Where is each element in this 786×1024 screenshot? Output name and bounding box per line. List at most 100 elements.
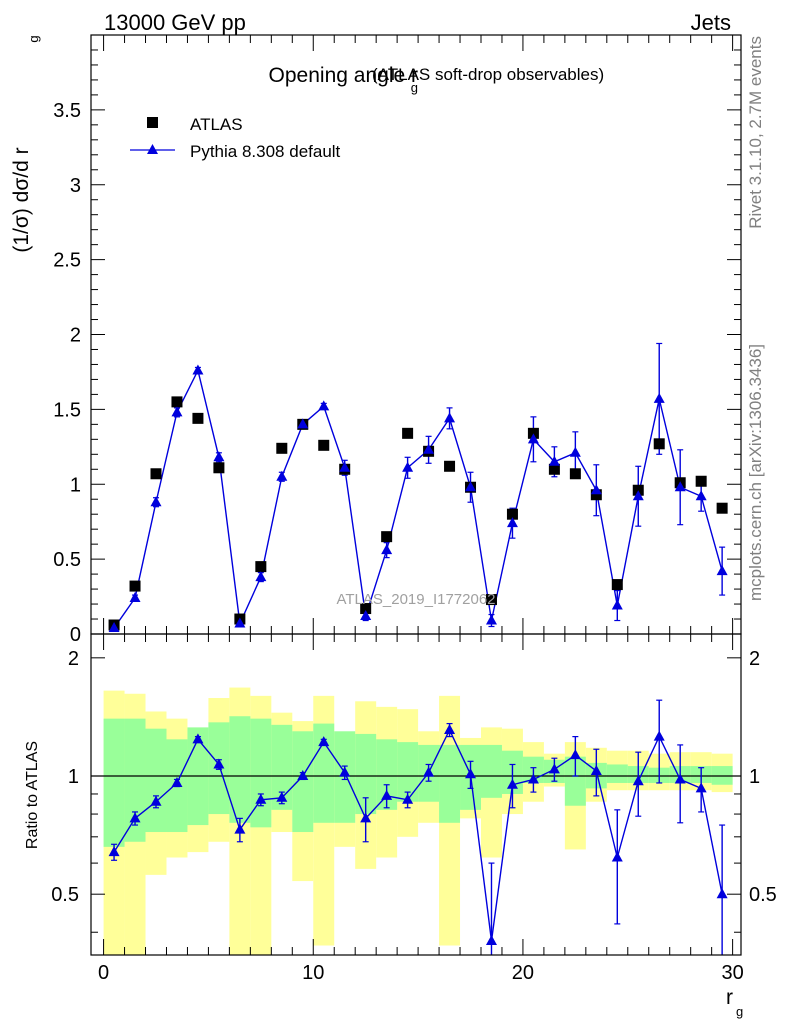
ratio-band-inner bbox=[564, 756, 586, 806]
x-tick-label: 0 bbox=[98, 962, 109, 984]
mc-point bbox=[674, 481, 686, 492]
x-axis-label-subscript: g bbox=[736, 1004, 743, 1019]
y-tick-label-main: 0 bbox=[70, 624, 81, 646]
y-tick-label-main: 0.5 bbox=[53, 549, 81, 571]
main-panel: 0 0.5 1 1.5 2 2.5 3 3.5 bbox=[53, 34, 742, 646]
rivet-version-label: Rivet 3.1.10, 2.7M events bbox=[746, 36, 765, 229]
x-tick-label: 30 bbox=[721, 962, 743, 984]
y-axis-label-main-subscript: g bbox=[26, 35, 41, 42]
atlas-point bbox=[318, 439, 330, 451]
main-frame bbox=[90, 34, 742, 635]
ratio-mc-point bbox=[255, 793, 267, 804]
ratio-mc-point bbox=[192, 733, 204, 744]
ratio-mc-point bbox=[171, 776, 183, 787]
header-right-label: Jets bbox=[691, 10, 731, 35]
atlas-point bbox=[569, 468, 581, 480]
ratio-mc-point bbox=[297, 770, 309, 781]
ratio-band-inner bbox=[313, 723, 335, 823]
ratio-mc-point bbox=[548, 763, 560, 774]
mc-point bbox=[506, 517, 518, 528]
y-tick-label-main: 3.5 bbox=[53, 100, 81, 122]
y-tick-label-ratio-right: 2 bbox=[749, 648, 760, 670]
ratio-mc-point bbox=[674, 773, 686, 784]
mc-point bbox=[150, 496, 162, 507]
atlas-point bbox=[150, 468, 162, 480]
y-tick-label-ratio-left: 2 bbox=[68, 648, 79, 670]
chart-title-suffix: (ATLAS soft-drop observables) bbox=[372, 65, 604, 84]
x-tick-label: 20 bbox=[512, 962, 534, 984]
ratio-mc-point bbox=[465, 768, 477, 779]
legend-atlas-label: ATLAS bbox=[190, 115, 243, 134]
ratio-mc-point bbox=[590, 764, 602, 775]
mc-point bbox=[192, 364, 204, 375]
mc-point bbox=[485, 614, 497, 625]
mc-point bbox=[527, 433, 539, 444]
ratio-mc-point bbox=[695, 782, 707, 793]
ratio-mc-point bbox=[444, 723, 456, 734]
y-tick-label-main: 1 bbox=[70, 474, 81, 496]
ratio-band-inner bbox=[481, 744, 502, 798]
legend-mc-marker bbox=[147, 144, 158, 154]
mc-point bbox=[360, 610, 372, 621]
atlas-point bbox=[653, 438, 665, 450]
mcplots-label: mcplots.cern.ch [arXiv:1306.3436] bbox=[746, 344, 765, 601]
mc-point bbox=[318, 400, 330, 411]
legend-atlas-marker bbox=[147, 117, 158, 128]
y-tick-label-main: 1.5 bbox=[53, 399, 81, 421]
chart-title: Opening angle r bbox=[269, 64, 418, 87]
mc-line bbox=[113, 368, 723, 629]
ratio-mc-point bbox=[318, 736, 330, 747]
ratio-mc-point bbox=[632, 775, 644, 786]
x-axis-label: r bbox=[726, 986, 733, 1009]
atlas-point bbox=[381, 531, 393, 543]
ratio-panel: 0.5 0.51 12 20 10 20 30 bbox=[51, 633, 777, 984]
ratio-mc-point bbox=[339, 766, 351, 777]
y-tick-label-main: 3 bbox=[70, 175, 81, 197]
atlas-point bbox=[695, 475, 707, 487]
atlas-point bbox=[444, 460, 456, 472]
ratio-mc-point bbox=[213, 758, 225, 769]
atlas-point bbox=[192, 412, 204, 424]
atlas-point bbox=[360, 603, 372, 615]
ratio-mc-point bbox=[423, 766, 435, 777]
y-axis-label-main: (1/σ) dσ/d r bbox=[10, 147, 33, 252]
y-axis-label-ratio: Ratio to ATLAS bbox=[24, 741, 41, 849]
ratio-mc-point bbox=[611, 851, 623, 862]
mc-point bbox=[381, 544, 393, 555]
mc-point bbox=[548, 455, 560, 466]
atlas-point bbox=[506, 508, 518, 520]
x-tick-label: 10 bbox=[302, 962, 324, 984]
ratio-mc-point bbox=[381, 789, 393, 800]
atlas-point bbox=[129, 580, 141, 592]
ratio-mc-point bbox=[506, 778, 518, 789]
mc-point bbox=[129, 592, 141, 603]
atlas-point bbox=[171, 396, 183, 408]
ratio-band-inner bbox=[124, 718, 146, 842]
ratio-mc-point bbox=[716, 888, 728, 899]
ratio-mc-point bbox=[108, 846, 120, 857]
ratio-band-inner bbox=[250, 718, 272, 828]
header-left-label: 13000 GeV pp bbox=[104, 10, 246, 35]
mc-point bbox=[611, 599, 623, 610]
analysis-watermark: ATLAS_2019_I1772062 bbox=[336, 591, 495, 608]
mc-point bbox=[276, 470, 288, 481]
y-tick-label-main: 2 bbox=[70, 325, 81, 347]
mc-point bbox=[108, 622, 120, 633]
mc-point bbox=[423, 443, 435, 454]
legend-mc-label: Pythia 8.308 default bbox=[190, 142, 341, 161]
atlas-point bbox=[590, 489, 602, 501]
atlas-point bbox=[213, 462, 225, 474]
y-tick-label-ratio-right: 1 bbox=[749, 766, 760, 788]
chart-title-subscript: g bbox=[411, 80, 418, 95]
ratio-band-inner bbox=[355, 733, 377, 815]
ratio-mc-line bbox=[113, 728, 723, 942]
mc-point bbox=[402, 461, 414, 472]
mc-point bbox=[234, 617, 246, 628]
ratio-mc-point bbox=[527, 773, 539, 784]
atlas-point bbox=[716, 502, 728, 514]
ratio-mc-point bbox=[402, 793, 414, 804]
mc-point bbox=[569, 446, 581, 457]
atlas-point bbox=[276, 442, 288, 454]
mc-point bbox=[590, 484, 602, 495]
